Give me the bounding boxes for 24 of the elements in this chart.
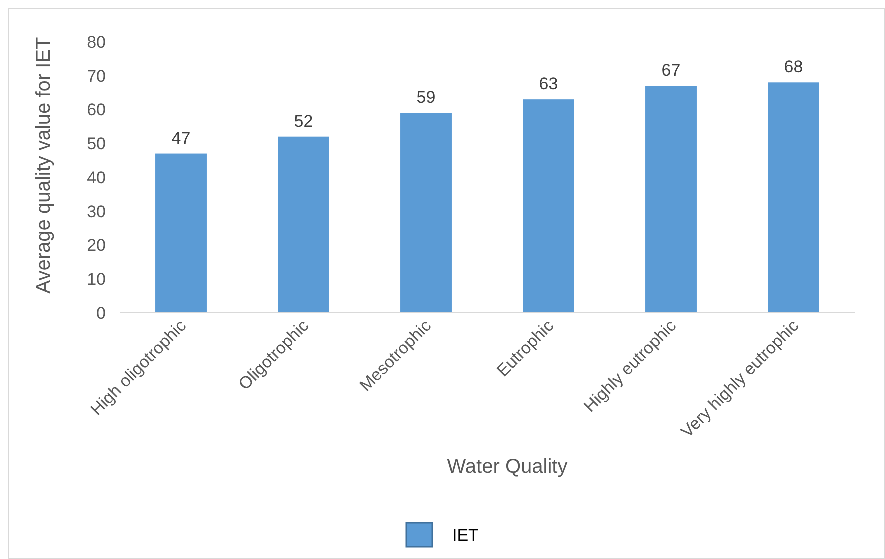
- data-label: 52: [294, 112, 314, 131]
- y-tick-label: 0: [96, 304, 106, 323]
- x-axis-title: Water Quality: [447, 456, 568, 478]
- legend-label: IET: [452, 526, 479, 545]
- y-tick-label: 20: [87, 236, 106, 256]
- bar: [523, 100, 574, 313]
- bar: [278, 136, 330, 313]
- y-tick-label: 80: [87, 32, 106, 52]
- bar: [768, 82, 820, 313]
- data-label: 67: [662, 61, 681, 80]
- data-label: 63: [539, 74, 558, 94]
- y-tick-label: 30: [87, 202, 106, 222]
- y-tick-label: 10: [87, 270, 106, 290]
- bar: [646, 86, 697, 313]
- bar: [400, 113, 452, 313]
- y-tick-label: 60: [87, 100, 106, 120]
- data-label: 47: [172, 128, 191, 148]
- y-tick-label: 70: [87, 66, 106, 86]
- data-label: 59: [416, 88, 436, 108]
- bar: [156, 154, 207, 313]
- y-axis-title: Average quality value for IET: [33, 37, 55, 294]
- y-tick-label: 50: [87, 134, 106, 154]
- y-tick-label: 40: [87, 168, 106, 188]
- data-label: 68: [784, 58, 804, 77]
